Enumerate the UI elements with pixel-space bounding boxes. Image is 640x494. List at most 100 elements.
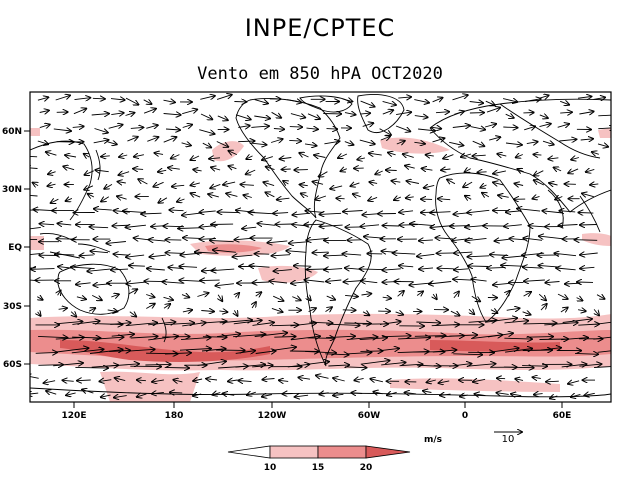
- wind-vector: [539, 124, 551, 127]
- wind-vector: [324, 269, 343, 270]
- wind-vector: [498, 195, 509, 197]
- wind-vector: [546, 381, 559, 382]
- wind-vector: [44, 381, 56, 383]
- wind-vector: [304, 144, 317, 146]
- wind-vector: [540, 304, 547, 311]
- wind-vector: [277, 198, 290, 200]
- wind-vector: [55, 254, 75, 255]
- wind-vector: [382, 336, 411, 337]
- wind-vector: [30, 376, 39, 379]
- wind-vectors: [30, 95, 611, 399]
- wind-vector: [89, 350, 123, 354]
- wind-vector: [534, 154, 542, 155]
- wind-vector: [271, 325, 298, 326]
- wind-vector: [163, 114, 181, 115]
- wind-vector: [497, 154, 507, 156]
- wind-vector: [53, 363, 83, 366]
- wind-vector: [255, 292, 262, 296]
- wind-vector: [341, 169, 347, 172]
- wind-vector: [152, 380, 164, 382]
- wind-vector: [130, 349, 155, 351]
- wind-vector: [414, 100, 429, 103]
- wind-vector: [557, 293, 568, 299]
- wind-vector: [417, 254, 435, 256]
- wind-vector: [233, 320, 262, 325]
- map-title: Vento em 850 hPA OCT2020: [197, 64, 443, 84]
- wind-vector: [107, 142, 117, 145]
- wind-vector: [163, 100, 175, 102]
- wind-vector: [107, 310, 118, 312]
- wind-vector: [414, 116, 428, 118]
- wind-vector: [149, 240, 166, 242]
- wind-vector: [38, 336, 67, 337]
- wind-vector: [172, 185, 185, 186]
- wind-vector: [593, 97, 605, 99]
- wind-vector: [399, 211, 414, 213]
- wind-vector: [271, 308, 283, 312]
- wind-vector: [361, 294, 372, 295]
- wind-vector: [308, 308, 316, 311]
- wind-vector: [210, 184, 221, 188]
- wind-vector: [249, 212, 273, 213]
- wind-vector: [193, 394, 202, 396]
- wind-vector: [549, 183, 558, 185]
- wind-vector: [453, 279, 472, 280]
- wind-vector: [163, 304, 170, 308]
- wind-vector: [343, 211, 363, 212]
- wind-vector: [383, 226, 400, 227]
- wind-vector: [270, 139, 283, 143]
- wind-vector: [200, 113, 212, 119]
- lon-label-120w: 120W: [258, 411, 287, 421]
- wind-vector: [35, 352, 57, 353]
- wind-vector: [375, 171, 383, 174]
- wind-vector: [524, 280, 545, 281]
- wind-vector: [571, 394, 581, 397]
- wind-vector: [461, 154, 472, 157]
- wind-vector: [394, 197, 401, 200]
- wind-vector: [128, 289, 138, 295]
- wind-vector: [560, 308, 568, 313]
- lon-label-60w: 60W: [358, 411, 381, 421]
- wind-vector: [577, 97, 591, 99]
- wind-vector: [126, 282, 146, 284]
- wind-vector: [182, 125, 192, 128]
- colorbar-label-20: 20: [360, 463, 373, 473]
- wind-vector: [33, 183, 38, 186]
- wind-vector: [164, 353, 191, 354]
- wind-vector: [251, 126, 269, 127]
- wind-vector: [244, 195, 252, 197]
- wind-vector: [146, 304, 155, 309]
- wind-vector: [110, 323, 130, 325]
- wind-vector: [181, 143, 191, 146]
- wind-vector: [468, 256, 490, 257]
- wind-vector: [84, 154, 90, 157]
- wind-vector: [568, 169, 579, 173]
- wind-vector: [304, 224, 324, 225]
- wind-vector: [200, 321, 227, 323]
- wind-vector: [433, 294, 437, 299]
- wind-vector: [104, 184, 113, 188]
- wind-vector: [88, 194, 95, 197]
- wind-vector: [368, 197, 378, 200]
- wind-vector: [333, 394, 344, 395]
- wind-vector: [370, 379, 384, 382]
- wind-vector: [263, 182, 275, 185]
- wind-vector: [133, 169, 144, 170]
- wind-vector: [343, 254, 362, 255]
- wind-vector: [307, 113, 320, 119]
- plot-area: [30, 92, 611, 402]
- wind-vector: [485, 318, 517, 323]
- wind-vector: [179, 349, 211, 351]
- wind-vector: [71, 312, 76, 317]
- wind-vector: [30, 393, 39, 394]
- wind-vector: [191, 193, 201, 197]
- wind-vector: [191, 156, 200, 160]
- lon-label-60e: 60E: [553, 411, 572, 421]
- wind-vector: [168, 168, 180, 170]
- wind-vector: [559, 211, 576, 212]
- wind-vector: [201, 311, 214, 312]
- wind-vector: [270, 281, 288, 283]
- wind-vector: [182, 110, 197, 115]
- wind-vector: [523, 323, 556, 324]
- wind-vector: [251, 143, 266, 145]
